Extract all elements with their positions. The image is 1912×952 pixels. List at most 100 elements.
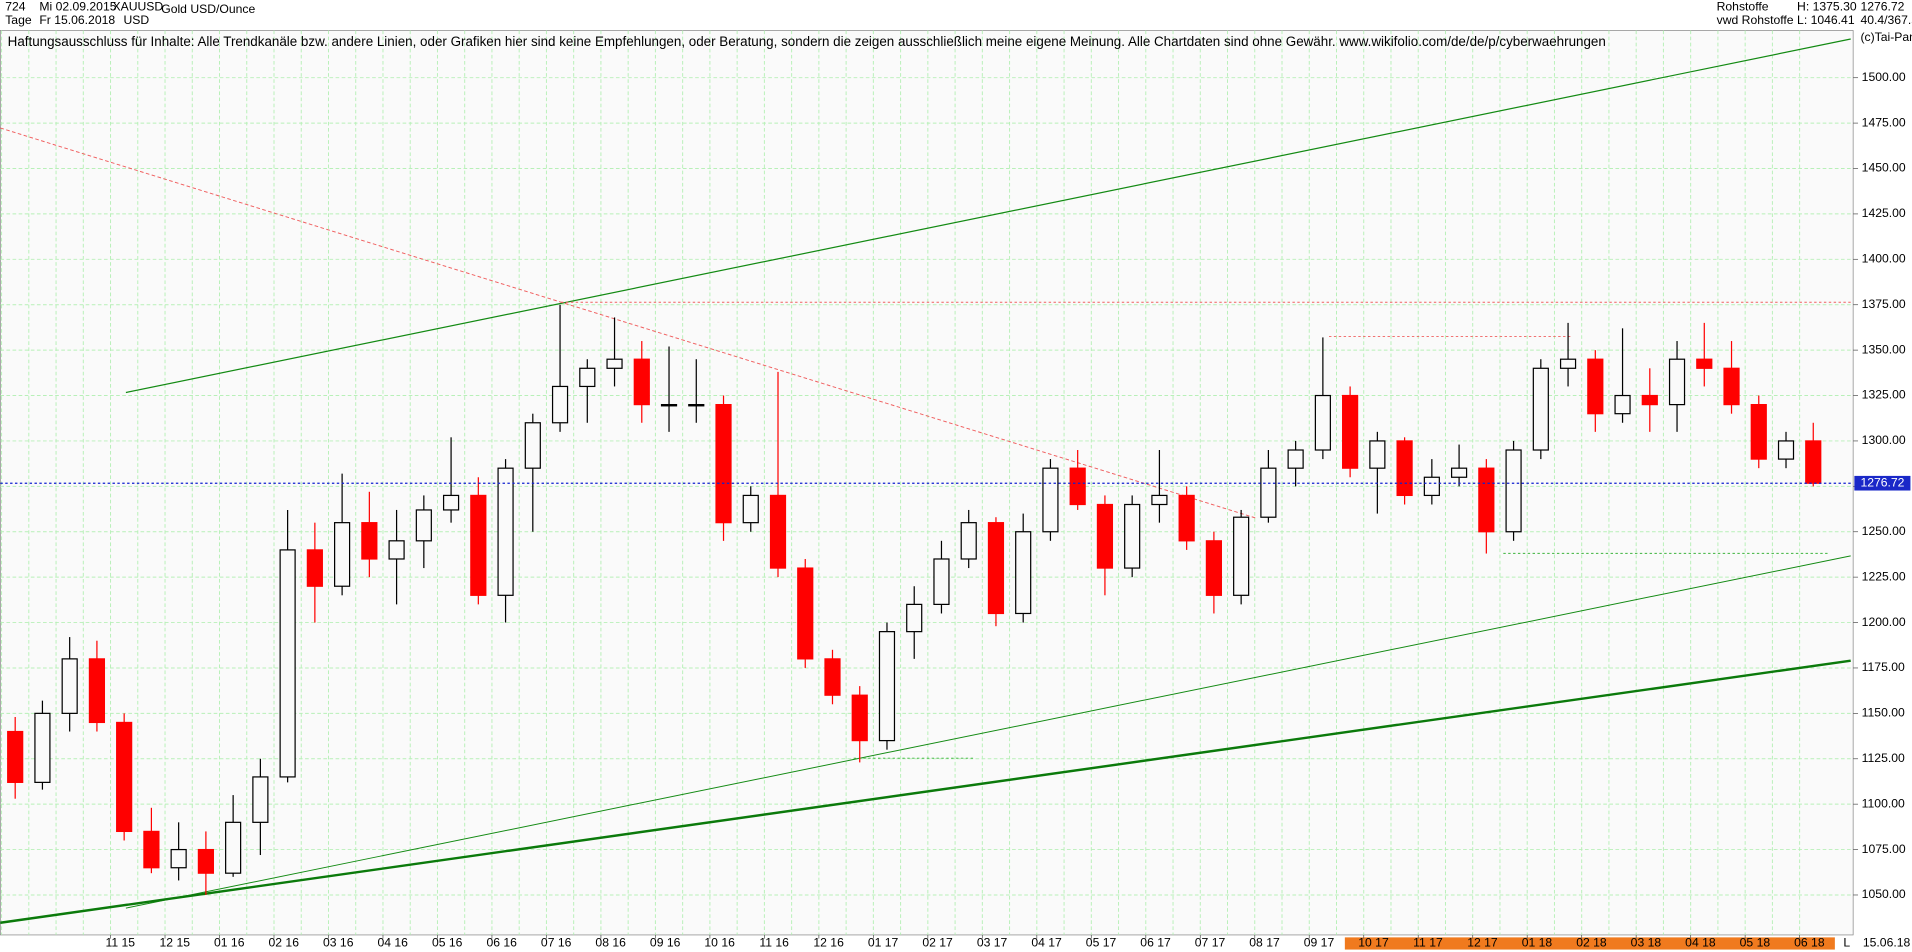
candle-body	[1668, 358, 1686, 406]
x-tick-label: 03 17	[977, 936, 1008, 950]
x-tick-label: 12 16	[813, 936, 844, 950]
candle-body	[824, 658, 841, 696]
candle-body	[143, 830, 160, 869]
candle-body	[1069, 467, 1086, 506]
y-tick-label: 1350.00	[1862, 342, 1906, 356]
candle-body	[633, 358, 650, 406]
candle-body	[7, 730, 24, 783]
header-period: Tage	[5, 13, 32, 27]
header-group: Rohstoffe	[1717, 0, 1769, 14]
scale-flag: L	[1843, 936, 1850, 950]
x-tick-label: 08 16	[595, 936, 626, 950]
y-tick-label: 1325.00	[1862, 388, 1906, 402]
candle-body	[1287, 449, 1304, 469]
header-currency: USD	[123, 13, 149, 27]
candle-body	[688, 403, 705, 407]
candle-body	[579, 367, 596, 388]
period-highlight	[1344, 937, 1835, 950]
candle-body	[1777, 440, 1795, 460]
candle-body	[388, 540, 405, 560]
candle-body	[1178, 494, 1195, 542]
x-tick-label: 08 17	[1249, 936, 1280, 950]
x-tick-label: 10 16	[704, 936, 735, 950]
candle-body	[1096, 503, 1114, 569]
x-tick-label: 03 18	[1631, 936, 1662, 950]
candle-body	[715, 403, 732, 524]
candle-body	[361, 522, 378, 560]
x-tick-label: 05 16	[432, 936, 463, 950]
x-tick-label: 09 17	[1304, 936, 1335, 950]
candle-body	[660, 403, 678, 407]
x-tick-label: 09 16	[650, 936, 681, 950]
header-id: 724	[5, 0, 26, 14]
candle-body	[1805, 440, 1822, 484]
candle-body	[524, 422, 541, 469]
candle-body	[1042, 467, 1059, 533]
candle-body	[1369, 440, 1386, 469]
candle-body	[1641, 394, 1658, 406]
header-high: H: 1375.30	[1797, 0, 1857, 14]
candle-body	[769, 494, 787, 569]
candle-body	[1260, 467, 1277, 518]
x-tick-label: 02 16	[269, 936, 300, 950]
x-tick-label: 06 18	[1794, 936, 1825, 950]
x-tick-label: 01 17	[868, 936, 899, 950]
header-start: Mi 02.09.2015	[39, 0, 116, 14]
x-tick-label: 01 18	[1522, 936, 1553, 950]
candle-body	[1505, 449, 1522, 533]
header-name: Gold USD/Ounce	[161, 2, 255, 16]
candle-body	[197, 848, 214, 874]
x-tick-label: 06 17	[1140, 936, 1171, 950]
candle-body	[906, 603, 923, 633]
candle-body	[606, 358, 623, 369]
candle-body	[797, 567, 814, 660]
x-tick-label: 04 16	[377, 936, 408, 950]
candle-body	[1478, 467, 1495, 533]
candle-body	[1151, 494, 1168, 506]
y-tick-label: 1400.00	[1862, 252, 1906, 266]
x-tick-label: 04 17	[1031, 936, 1062, 950]
candle-body	[933, 558, 950, 605]
x-tick-label: 11 15	[106, 936, 136, 950]
candle-body	[34, 712, 51, 783]
candle-body	[1450, 467, 1468, 478]
x-tick-label: 05 17	[1086, 936, 1117, 950]
header-source: vwd Rohstoffe	[1717, 13, 1794, 27]
x-tick-label: 04 18	[1685, 936, 1716, 950]
x-tick-label: 06 16	[486, 936, 517, 950]
y-tick-label: 1225.00	[1862, 569, 1906, 583]
candle-body	[878, 631, 896, 742]
candle-body	[1587, 358, 1604, 415]
candle-body	[1614, 394, 1631, 415]
candle-body	[1205, 540, 1223, 596]
candle-body	[170, 848, 187, 869]
candle-body	[279, 549, 296, 778]
candles	[7, 304, 1822, 895]
header-low: L: 1046.41	[1797, 13, 1855, 27]
candle-body	[334, 522, 351, 587]
y-tick-label: 1375.00	[1862, 297, 1906, 311]
y-tick-label: 1450.00	[1862, 161, 1906, 175]
candle-body	[306, 549, 323, 587]
candle-body	[497, 467, 514, 596]
header-end: Fr 15.06.2018	[39, 13, 115, 27]
y-tick-label: 1075.00	[1862, 842, 1906, 856]
x-tick-label: 02 17	[922, 936, 953, 950]
end-date: 15.06.18	[1863, 936, 1911, 950]
candle-body	[987, 522, 1005, 615]
y-tick-label: 1150.00	[1862, 706, 1905, 720]
candle-body	[225, 821, 242, 874]
last-price-box	[1854, 475, 1911, 491]
header-last: 1276.72	[1860, 0, 1904, 14]
x-tick-label: 12 15	[160, 936, 191, 950]
copyright: (c)Tai-Pan	[1860, 30, 1912, 44]
x-tick-label: 02 18	[1576, 936, 1607, 950]
y-tick-label: 1300.00	[1862, 433, 1906, 447]
candle-body	[442, 494, 460, 511]
trend-line	[0, 659, 1851, 924]
candle-body	[742, 494, 759, 524]
candle-body	[1723, 367, 1740, 406]
x-tick-label: 11 16	[759, 936, 789, 950]
candle-body	[1750, 403, 1767, 460]
